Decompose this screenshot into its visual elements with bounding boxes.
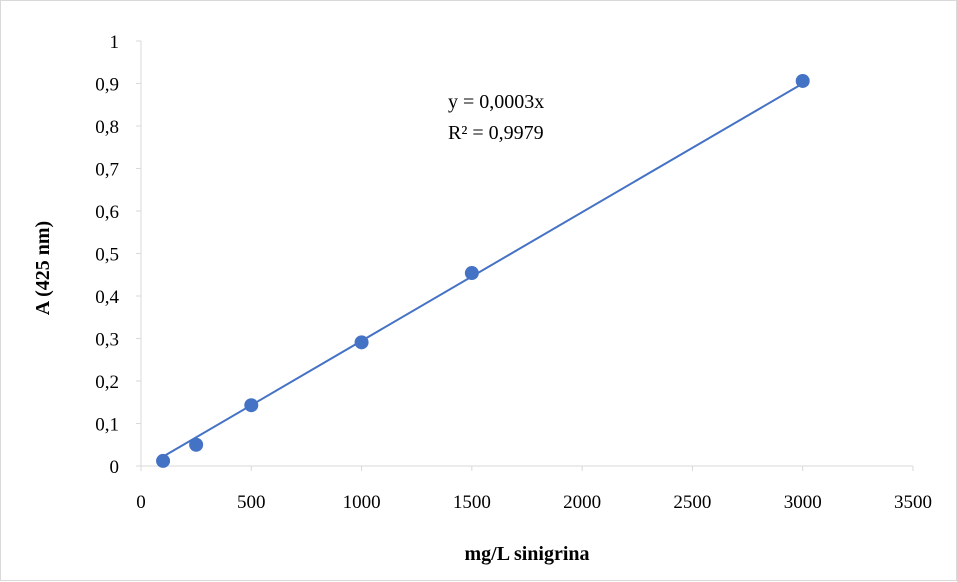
data-point (464, 266, 479, 281)
y-tick-label: 0,9 (95, 75, 119, 96)
y-tick-label: 0,6 (95, 202, 119, 223)
x-tick-label: 2500 (673, 492, 711, 513)
y-tick-label: 1 (110, 32, 120, 53)
trendline-equation: y = 0,0003x (448, 91, 544, 113)
trendline (162, 82, 804, 458)
x-tick-label: 1000 (343, 492, 381, 513)
data-point (156, 453, 171, 468)
r-squared-label: R² = 0,9979 (448, 122, 544, 144)
y-tick-label: 0,3 (95, 330, 119, 351)
y-tick-label: 0,7 (95, 160, 119, 181)
y-tick-labels: 0 0,1 0,2 0,3 0,4 0,5 0,6 0,7 0,8 0,9 1 (95, 32, 141, 478)
y-tick-label: 0,8 (95, 117, 119, 138)
data-point (189, 437, 204, 452)
y-tick-label: 0,4 (95, 287, 119, 308)
x-tick-label: 0 (136, 492, 146, 513)
x-tick-labels: 0 500 1000 1500 2000 2500 3000 3500 (136, 466, 932, 513)
x-tick-label: 2000 (563, 492, 601, 513)
y-tick-label: 0,2 (95, 372, 119, 393)
x-tick-label: 500 (237, 492, 266, 513)
y-tick-label: 0,1 (95, 415, 119, 436)
y-axis-title: A (425 nm) (32, 221, 54, 315)
x-tick-label: 1500 (453, 492, 491, 513)
x-axis-title: mg/L sinigrina (464, 543, 589, 565)
data-point (244, 398, 259, 413)
data-point (354, 335, 369, 350)
x-tick-label: 3000 (784, 492, 822, 513)
data-point (795, 73, 810, 88)
data-points (156, 73, 810, 468)
y-tick-label: 0 (110, 457, 120, 478)
y-tick-label: 0,5 (95, 245, 119, 266)
x-tick-label: 3500 (894, 492, 932, 513)
